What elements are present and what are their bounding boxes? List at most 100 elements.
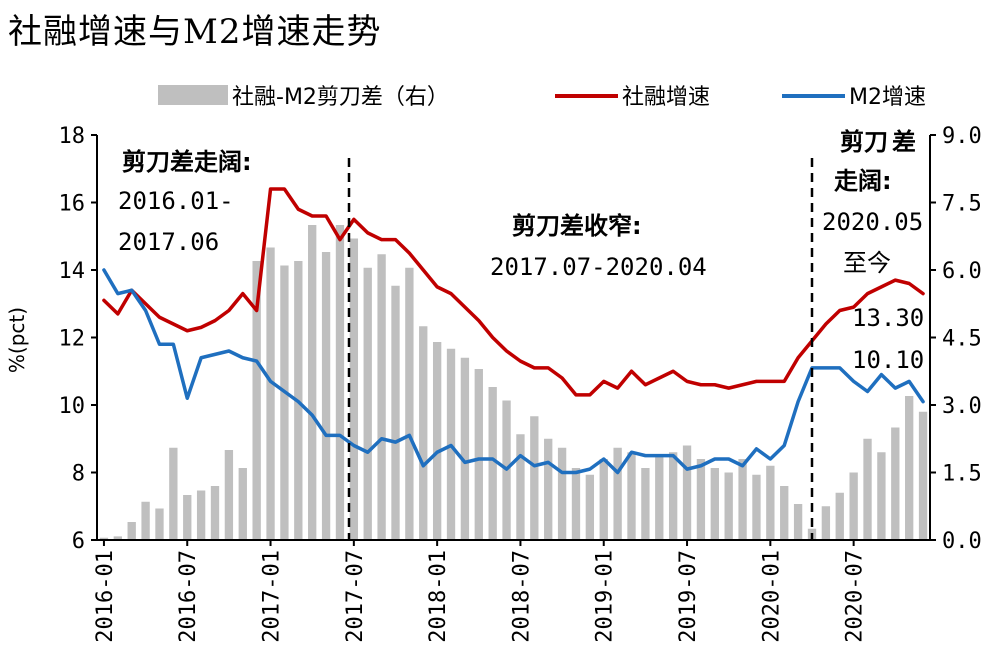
x-tick-label: 2019-01 [593,550,618,643]
x-tick-label: 2018-07 [509,550,534,643]
left-tick-label: 18 [59,124,86,149]
bar-spread-2019-01 [599,459,608,540]
right-tick-label: 3.0 [942,394,982,419]
line-m2-growth [102,268,925,475]
bar-spread-2017-08 [363,267,372,540]
x-tick-label: 2017-01 [260,550,285,643]
bar-spread-2017-10 [391,285,400,540]
left-tick-label: 6 [72,529,85,554]
phase1-title: 剪刀差走阔: [122,148,252,176]
legend: 社融-M2剪刀差（右） 社融增速 M2增速 [158,85,926,110]
phase3-title-2: 差 [892,128,916,156]
x-tick-label: 2019-07 [676,550,701,643]
bar-spread-2016-11 [238,468,247,540]
bar-spread-2016-06 [169,447,178,540]
legend-label-spread: 社融-M2剪刀差（右） [232,85,449,110]
bar-spread-2016-04 [141,501,150,540]
bar-spread-2018-05 [488,387,497,540]
bar-spread-2020-03 [793,504,803,540]
x-tick-label: 2017-07 [343,550,368,643]
x-tick-label: 2020-07 [843,550,868,643]
value-label-13-30: 13.30 [852,304,924,332]
x-tick-label: 2018-01 [426,550,451,643]
bar-spread-2019-08 [696,459,706,540]
bar-spread-2019-04 [641,468,650,540]
bar-spread-2020-02 [780,486,789,540]
legend-label-m2: M2增速 [849,85,926,110]
bar-spread-2020-01 [766,465,775,540]
legend-swatch-spread [158,85,228,105]
phase3-title-3: 走阔: [834,167,892,195]
right-tick-label: 0.0 [942,529,982,554]
left-tick-label: 10 [59,394,86,419]
bar-spread-2018-04 [474,369,483,540]
bar-spread-2019-07 [682,445,692,540]
bar-spread-2016-09 [210,486,220,540]
bar-spread-2016-08 [196,490,206,540]
right-tick-label: 4.5 [942,327,982,352]
bar-spread-2020-08 [863,438,872,540]
bar-spread-2017-09 [377,254,386,540]
phase1-to: 2017.06 [118,228,219,256]
bar-spread-2019-03 [627,452,636,540]
left-tick-label: 14 [59,259,86,284]
bar-spread-2017-01 [266,247,275,540]
bar-spread-2019-02 [613,447,622,540]
right-tick-label: 1.5 [942,462,982,487]
bar-spread-2017-06 [335,225,345,540]
bar-spread-2019-12 [752,474,761,540]
phase2-range: 2017.07-2020.04 [490,253,707,281]
bar-spread-2016-01 [99,537,109,540]
bar-spread-2016-05 [155,508,164,540]
phase3-title-1: 剪刀 [840,128,888,156]
bar-spread-2020-06 [835,492,844,540]
bar-spread-2018-11 [571,468,581,540]
phase3-from: 2020.05 [822,208,923,236]
phase1-from: 2016.01- [118,187,234,215]
value-label-10-10: 10.10 [852,346,924,374]
bar-spread-2020-09 [877,452,886,540]
right-tick-label: 7.5 [942,192,982,217]
bar-spread-2017-02 [280,265,289,540]
bar-spread-2020-10 [891,427,900,540]
right-tick-label: 6.0 [942,259,982,284]
x-tick-label: 2016-07 [176,550,201,643]
bar-spread-2016-10 [224,450,234,540]
bar-spread-2017-11 [405,267,414,540]
bar-spread-2016-03 [127,522,136,540]
chart-title: 社融增速与M2增速走势 [8,12,382,52]
bar-spread-2018-09 [544,438,553,540]
bar-spread-2017-05 [321,252,331,540]
right-tick-label: 9.0 [942,124,982,149]
bar-spread-2019-10 [724,472,733,540]
bar-spread-2018-01 [432,342,442,540]
axes: 6 8 10 12 14 16 18 0.0 1.5 3.0 4.5 6.0 7.5 9.0 2016-01… [59,124,982,643]
line-series [102,187,925,475]
bar-spread-2018-08 [530,416,539,540]
bar-spread-2017-07 [349,238,359,540]
bar-spread-2019-09 [710,468,719,540]
bar-spread-2020-05 [821,506,831,540]
x-tick-label: 2016-01 [93,550,118,643]
bar-spread-2019-05 [655,456,664,540]
left-tick-label: 8 [72,462,85,487]
y-axis-label: %(pct) [5,307,29,373]
bar-spread-2019-06 [668,452,678,540]
bar-spread-2016-12 [252,261,261,540]
phase3-to: 至今 [843,249,891,277]
bar-spread-2018-03 [460,357,470,540]
phase2-title: 剪刀差收窄: [512,212,642,240]
left-tick-label: 16 [59,192,86,217]
legend-label-tsf: 社融增速 [622,85,710,110]
x-tick-label: 2020-01 [759,550,784,643]
bar-spread-2017-12 [419,326,428,540]
bar-spread-2020-11 [905,396,914,540]
bar-spread-2018-10 [557,447,567,540]
bar-spread-2019-11 [738,459,747,540]
bar-spread-2020-12 [918,411,928,540]
bar-spread-2020-07 [849,472,858,540]
bar-spread-2016-07 [183,495,192,540]
bar-spread-2017-04 [308,225,317,540]
left-tick-label: 12 [59,327,86,352]
